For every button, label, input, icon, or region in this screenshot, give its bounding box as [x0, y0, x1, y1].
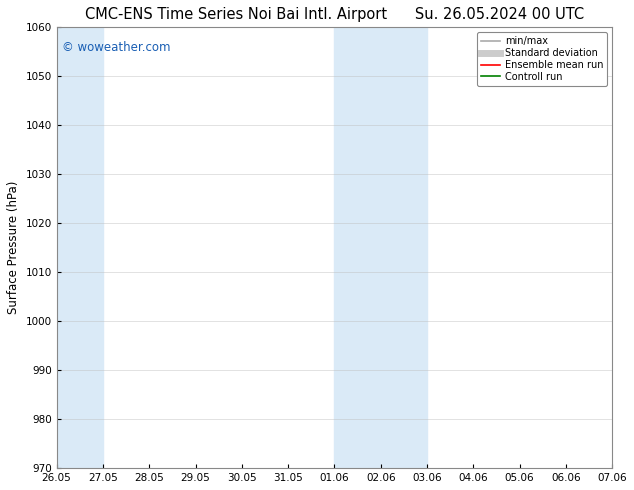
- Text: © woweather.com: © woweather.com: [62, 41, 171, 53]
- Y-axis label: Surface Pressure (hPa): Surface Pressure (hPa): [7, 181, 20, 315]
- Title: CMC-ENS Time Series Noi Bai Intl. Airport      Su. 26.05.2024 00 UTC: CMC-ENS Time Series Noi Bai Intl. Airpor…: [85, 7, 584, 22]
- Bar: [56, 27, 103, 468]
- Legend: min/max, Standard deviation, Ensemble mean run, Controll run: min/max, Standard deviation, Ensemble me…: [477, 32, 607, 86]
- Bar: [381, 27, 427, 468]
- Bar: [334, 27, 381, 468]
